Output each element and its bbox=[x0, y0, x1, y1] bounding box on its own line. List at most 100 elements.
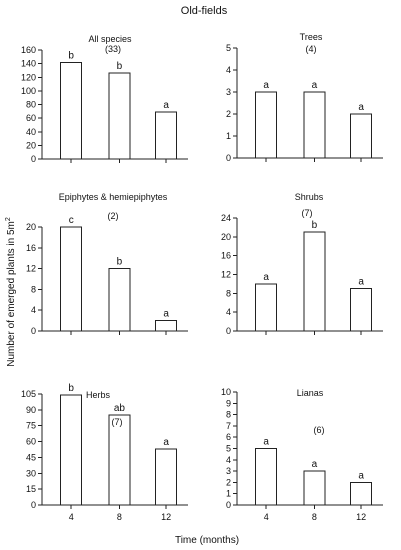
y-tick-label: 8 bbox=[31, 284, 36, 294]
bar bbox=[256, 449, 277, 506]
significance-label: a bbox=[263, 80, 269, 91]
y-tick-label: 4 bbox=[226, 455, 231, 465]
y-tick-label: 9 bbox=[226, 398, 231, 408]
y-tick-label: 7 bbox=[226, 421, 231, 431]
significance-label: b bbox=[117, 61, 123, 72]
y-tick-label: 12 bbox=[26, 264, 36, 274]
significance-label: a bbox=[358, 470, 364, 481]
y-tick-label: 45 bbox=[26, 452, 36, 462]
bar bbox=[109, 73, 130, 159]
significance-label: ab bbox=[114, 403, 126, 414]
y-axis-title-text: Number of emerged plants in 5m bbox=[6, 221, 17, 367]
chart-panel: 0 4 8 12 16 20 c b a Epiphytes & hemiepiphytes (2) bbox=[26, 192, 188, 336]
y-tick-label: 140 bbox=[21, 59, 36, 69]
figure-title: Old-fields bbox=[181, 5, 228, 17]
y-tick-label: 5 bbox=[226, 444, 231, 454]
x-tick-label: 12 bbox=[161, 512, 171, 522]
x-tick-label: 8 bbox=[117, 512, 122, 522]
y-tick-label: 20 bbox=[26, 140, 36, 150]
y-tick-label: 4 bbox=[226, 307, 231, 317]
y-tick-label: 1 bbox=[226, 131, 231, 141]
bar bbox=[156, 321, 177, 331]
bar bbox=[109, 269, 130, 331]
significance-label: a bbox=[163, 437, 169, 448]
significance-label: a bbox=[163, 309, 169, 320]
species-count-label: (7) bbox=[302, 208, 313, 218]
y-tick-label: 105 bbox=[21, 389, 36, 399]
bar bbox=[304, 232, 325, 331]
y-tick-label: 16 bbox=[221, 251, 231, 261]
bar bbox=[109, 415, 130, 505]
y-tick-label: 4 bbox=[226, 65, 231, 75]
species-count-label: (4) bbox=[306, 44, 317, 54]
y-tick-label: 12 bbox=[221, 270, 231, 280]
significance-label: b bbox=[117, 257, 123, 268]
y-tick-label: 1 bbox=[226, 489, 231, 499]
chart-panel: 0 4 8 12 16 20 24 a b a Shrubs (7) bbox=[221, 192, 383, 336]
y-tick-label: 0 bbox=[31, 154, 36, 164]
y-tick-label: 90 bbox=[26, 405, 36, 415]
species-count-label: (7) bbox=[112, 417, 123, 427]
bar bbox=[304, 471, 325, 505]
y-tick-label: 8 bbox=[226, 288, 231, 298]
x-tick-label: 8 bbox=[312, 512, 317, 522]
y-tick-label: 60 bbox=[26, 113, 36, 123]
x-tick-label: 12 bbox=[356, 512, 366, 522]
y-tick-label: 4 bbox=[31, 305, 36, 315]
y-tick-label: 20 bbox=[221, 232, 231, 242]
y-tick-label: 30 bbox=[26, 468, 36, 478]
species-count-label: (2) bbox=[108, 211, 119, 221]
bar bbox=[256, 92, 277, 158]
y-axis-title: Number of emerged plants in 5m2 bbox=[5, 217, 17, 367]
species-count-label: (33) bbox=[105, 44, 121, 54]
y-tick-label: 15 bbox=[26, 484, 36, 494]
y-axis-title-superscript: 2 bbox=[5, 217, 12, 221]
bar bbox=[304, 92, 325, 158]
y-tick-label: 160 bbox=[21, 45, 36, 55]
y-tick-label: 24 bbox=[221, 213, 231, 223]
y-tick-label: 20 bbox=[26, 222, 36, 232]
panel-title: Shrubs bbox=[295, 192, 324, 202]
bar bbox=[156, 112, 177, 159]
x-tick-label: 4 bbox=[69, 512, 74, 522]
species-count-label: (6) bbox=[314, 425, 325, 435]
y-tick-label: 0 bbox=[226, 500, 231, 510]
significance-label: b bbox=[68, 50, 74, 61]
significance-label: a bbox=[163, 100, 169, 111]
chart-panel: 0 15 30 45 60 75 90 105 b 4 ab 8 a 12 Herbs (7) bbox=[21, 383, 188, 522]
y-tick-label: 80 bbox=[26, 100, 36, 110]
y-tick-label: 5 bbox=[226, 43, 231, 53]
y-tick-label: 40 bbox=[26, 127, 36, 137]
significance-label: a bbox=[312, 459, 318, 470]
significance-label: a bbox=[358, 277, 364, 288]
bar bbox=[351, 289, 372, 331]
y-tick-label: 0 bbox=[31, 500, 36, 510]
y-tick-label: 3 bbox=[226, 87, 231, 97]
y-tick-label: 10 bbox=[221, 387, 231, 397]
panel-title: Herbs bbox=[86, 390, 111, 400]
y-tick-label: 120 bbox=[21, 72, 36, 82]
y-tick-label: 6 bbox=[226, 432, 231, 442]
panel-title: Trees bbox=[300, 32, 323, 42]
bar bbox=[61, 62, 82, 159]
significance-label: c bbox=[69, 215, 74, 226]
chart-panel: 0 1 2 3 4 5 a a a Trees (4) bbox=[226, 32, 383, 163]
bar bbox=[156, 449, 177, 505]
x-axis-title: Time (months) bbox=[175, 535, 239, 546]
y-tick-label: 3 bbox=[226, 466, 231, 476]
panel-title: Lianas bbox=[297, 388, 324, 398]
y-tick-label: 0 bbox=[226, 153, 231, 163]
panel-title: All species bbox=[88, 34, 132, 44]
bar bbox=[351, 482, 372, 505]
y-tick-label: 75 bbox=[26, 421, 36, 431]
significance-label: b bbox=[68, 383, 74, 394]
chart-panel: 0 20 40 60 80 100 120 140 160 b b a All species(33) bbox=[21, 34, 188, 164]
y-tick-label: 8 bbox=[226, 410, 231, 420]
x-tick-label: 4 bbox=[264, 512, 269, 522]
significance-label: a bbox=[263, 437, 269, 448]
bar bbox=[256, 284, 277, 331]
significance-label: a bbox=[263, 272, 269, 283]
y-tick-label: 16 bbox=[26, 243, 36, 253]
